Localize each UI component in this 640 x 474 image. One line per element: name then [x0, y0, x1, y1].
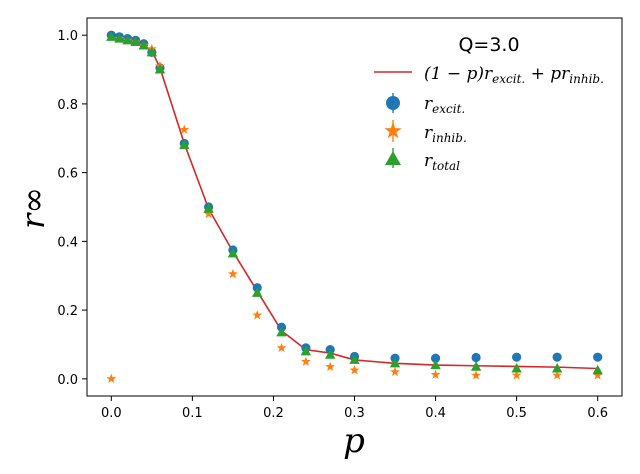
- point-inhib: [390, 366, 400, 377]
- point-total: [154, 64, 166, 74]
- point-total: [551, 363, 563, 373]
- y-tick-label: 0.8: [57, 98, 78, 113]
- point-total: [470, 361, 482, 371]
- point-inhib: [252, 310, 263, 320]
- x-tick-label: 0.6: [587, 406, 608, 421]
- point-excit: [430, 353, 441, 363]
- y-tick-label: 1.0: [57, 29, 78, 44]
- point-inhib: [227, 268, 238, 279]
- legend-title: Q=3.0: [458, 34, 519, 56]
- point-inhib: [106, 373, 117, 384]
- point-inhib: [430, 369, 441, 379]
- y-axis: 0.0 0.2 0.4 0.6 0.8 1.0: [57, 29, 87, 388]
- point-total: [324, 349, 336, 359]
- legend-label-total: rtotal: [424, 151, 460, 173]
- point-inhib: [203, 208, 214, 219]
- point-total: [179, 139, 190, 150]
- y-tick-label: 0.6: [57, 167, 78, 182]
- legend-label-combined: (1 − p)rexcit. + prinhib.: [424, 64, 604, 86]
- point-total: [300, 345, 312, 356]
- y-tick-label: 0.4: [57, 235, 78, 250]
- point-total: [138, 39, 149, 50]
- point-inhib: [300, 356, 311, 366]
- point-total: [511, 363, 522, 373]
- point-inhib: [325, 361, 336, 371]
- point-total: [389, 357, 401, 368]
- legend: Q=3.0 (1 − p)rexcit. + prinhib. rexcit. …: [374, 34, 604, 173]
- point-excit: [552, 352, 562, 362]
- x-axis-label: p: [343, 421, 365, 461]
- point-inhib: [276, 342, 287, 353]
- y-tick-label: 0.0: [57, 373, 78, 388]
- point-inhib: [471, 370, 482, 380]
- point-inhib: [511, 370, 522, 380]
- y-tick-label: 0.2: [57, 304, 78, 319]
- point-total: [130, 36, 141, 47]
- point-inhib: [179, 124, 190, 134]
- x-tick-label: 0.0: [101, 406, 122, 421]
- legend-label-excit: rexcit.: [424, 94, 465, 116]
- point-total: [227, 247, 239, 258]
- point-total: [114, 33, 125, 43]
- point-total: [276, 326, 287, 337]
- point-excit: [512, 352, 522, 362]
- point-excit: [471, 352, 481, 363]
- point-inhib: [552, 370, 563, 380]
- point-total: [106, 31, 117, 41]
- point-total: [252, 287, 263, 297]
- legend-label-inhib: rinhib.: [424, 123, 467, 145]
- y-axis-label: r∞: [14, 187, 52, 229]
- x-tick-label: 0.2: [263, 406, 284, 421]
- x-tick-label: 0.4: [425, 406, 446, 421]
- x-tick-label: 0.3: [344, 406, 365, 421]
- point-total: [203, 203, 214, 213]
- point-excit: [593, 352, 603, 362]
- point-inhib: [349, 365, 360, 375]
- point-inhib: [592, 370, 603, 380]
- point-total: [122, 34, 133, 45]
- plot-marks: [106, 30, 603, 384]
- x-tick-label: 0.1: [182, 406, 203, 421]
- point-total: [592, 364, 603, 375]
- x-axis: 0.0 0.1 0.2 0.3 0.4 0.5 0.6: [101, 396, 608, 421]
- point-total: [430, 359, 441, 370]
- x-tick-label: 0.5: [506, 406, 527, 421]
- point-total: [349, 354, 360, 364]
- point-total: [146, 46, 158, 57]
